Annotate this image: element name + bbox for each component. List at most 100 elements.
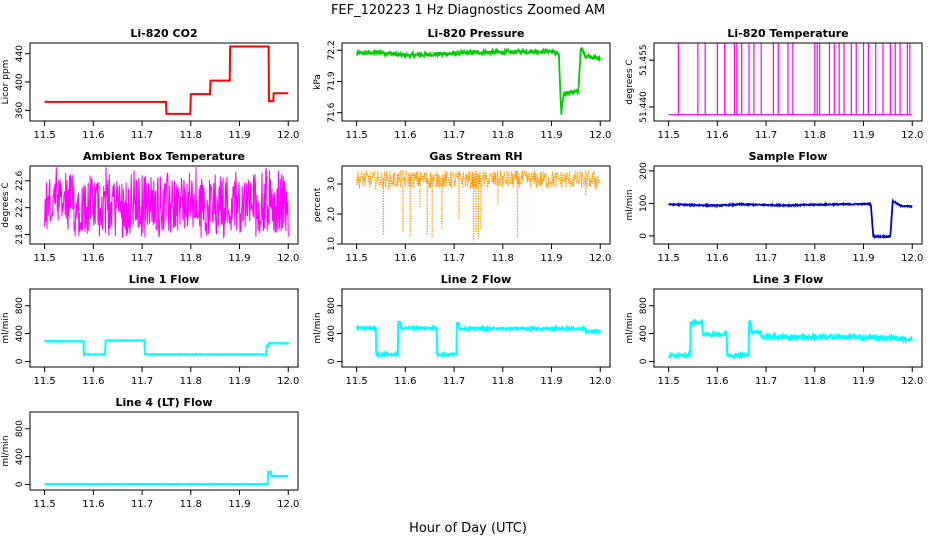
x-tick-label: 11.6 [394, 253, 416, 264]
y-tick-label: 71.9 [327, 71, 337, 91]
y-tick-label: 400 [639, 325, 649, 342]
x-tick-label: 12.0 [901, 253, 923, 264]
panel-7: Line 1 Flow ml/min 11.5 11.6 11.7 11.8 11.9 12.… [1, 273, 299, 387]
y-axis-label: ml/min [1, 312, 11, 343]
x-tick-label: 11.5 [657, 253, 679, 264]
panel-2: Li-820 Pressure kPa 11.5 11.6 11.7 11.8 11.9 12… [313, 27, 611, 141]
x-tick-label: 11.7 [443, 130, 465, 141]
y-axis-label: kPa [313, 74, 323, 90]
plot-frame [653, 165, 923, 245]
y-tick-label: 0 [639, 358, 649, 364]
y-axis-label: ml/min [625, 312, 635, 343]
y-axis-label: ml/min [1, 435, 11, 466]
panel-title: Line 3 Flow [753, 273, 823, 286]
x-tick-label: 11.8 [180, 499, 202, 510]
x-tick-label: 11.6 [394, 376, 416, 387]
plot-frame [29, 411, 299, 491]
figure-title: FEF_120223 1 Hz Diagnostics Zoomed AM [331, 3, 605, 18]
y-tick-label: 0 [15, 358, 25, 364]
y-tick-label: 1.0 [327, 237, 337, 252]
panel-title: Li-820 Temperature [727, 27, 848, 40]
x-tick-label: 11.8 [492, 130, 514, 141]
x-tick-label: 11.9 [540, 376, 562, 387]
y-tick-label: 400 [327, 325, 337, 342]
panel-title: Gas Stream RH [429, 150, 522, 163]
y-tick-label: 3.0 [327, 177, 337, 192]
series-line [355, 320, 602, 360]
x-tick-label: 11.8 [804, 376, 826, 387]
y-tick-label: 0 [15, 481, 25, 487]
panel-6: Sample Flow ml/min 11.5 11.6 11.7 11.8 11.9 12.… [625, 150, 923, 264]
series-line [44, 470, 289, 486]
y-tick-label: 72.2 [327, 40, 337, 60]
y-tick-label: 71.6 [327, 102, 337, 122]
x-tick-label: 11.6 [394, 130, 416, 141]
y-tick-label: 51.440 [639, 91, 649, 123]
panel-5: Gas Stream RH percent 11.5 11.6 11.7 11.8 11.9… [313, 150, 611, 264]
y-tick-label: 400 [15, 448, 25, 465]
x-tick-label: 11.5 [657, 376, 679, 387]
y-tick-label: 51.455 [639, 44, 649, 76]
x-tick-label: 11.9 [852, 253, 874, 264]
plot-frame [653, 42, 923, 122]
x-tick-label: 11.7 [131, 499, 153, 510]
y-axis-label: ml/min [313, 312, 323, 343]
x-tick-label: 11.9 [228, 499, 250, 510]
panel-10: Line 4 (LT) Flow ml/min 11.5 11.6 11.7 11.8 11… [1, 396, 299, 510]
x-tick-label: 11.6 [82, 130, 104, 141]
x-tick-label: 11.9 [540, 253, 562, 264]
panel-title: Line 2 Flow [441, 273, 511, 286]
x-tick-label: 11.6 [82, 253, 104, 264]
y-tick-label: 400 [15, 325, 25, 342]
plot-frame [341, 288, 611, 368]
y-tick-label: 0 [639, 233, 649, 239]
y-tick-label: 100 [639, 195, 649, 212]
panel-title: Li-820 Pressure [428, 27, 525, 40]
y-tick-label: 800 [15, 420, 25, 437]
panel-3: Li-820 Temperature degrees C 11.5 11.6 11.7 1… [625, 27, 923, 141]
x-tick-label: 12.0 [589, 130, 611, 141]
series-line [667, 318, 913, 360]
x-tick-label: 11.5 [33, 499, 55, 510]
x-tick-label: 11.7 [755, 130, 777, 141]
x-tick-label: 11.6 [82, 376, 104, 387]
y-tick-label: 800 [327, 297, 337, 314]
x-tick-label: 12.0 [589, 376, 611, 387]
panel-1: Li-820 CO2 Licor ppm 11.5 11.6 11.7 11.8 11.9 1… [1, 27, 299, 141]
panels: Li-820 CO2 Licor ppm 11.5 11.6 11.7 11.8 11.9 1… [1, 27, 923, 510]
y-tick-label: 22.2 [15, 198, 25, 218]
plot-frame [341, 165, 611, 245]
x-tick-label: 11.8 [180, 130, 202, 141]
x-tick-label: 11.8 [180, 376, 202, 387]
y-axis-label: ml/min [625, 189, 635, 220]
y-tick-label: 21.8 [15, 224, 25, 244]
panel-9: Line 3 Flow ml/min 11.5 11.6 11.7 11.8 11.9 12.… [625, 273, 923, 387]
plot-frame [653, 288, 923, 368]
x-tick-label: 11.7 [443, 376, 465, 387]
x-tick-label: 12.0 [901, 130, 923, 141]
panel-title: Ambient Box Temperature [83, 150, 245, 163]
x-tick-label: 12.0 [589, 253, 611, 264]
y-tick-label: 200 [639, 162, 649, 179]
panel-8: Line 2 Flow ml/min 11.5 11.6 11.7 11.8 11.9 12.… [313, 273, 611, 387]
x-tick-label: 11.7 [131, 130, 153, 141]
plot-frame [29, 42, 299, 122]
x-tick-label: 11.7 [755, 376, 777, 387]
series-line [44, 167, 289, 238]
x-tick-label: 11.8 [804, 253, 826, 264]
y-tick-label: 440 [15, 45, 25, 62]
panel-title: Line 4 (LT) Flow [116, 396, 213, 409]
series-line [667, 198, 913, 240]
x-tick-label: 11.5 [345, 130, 367, 141]
x-tick-label: 12.0 [277, 499, 299, 510]
x-tick-label: 11.9 [540, 130, 562, 141]
x-tick-label: 11.9 [852, 130, 874, 141]
x-tick-label: 11.7 [443, 253, 465, 264]
panel-4: Ambient Box Temperature degrees C 11.5 11.6… [1, 150, 299, 264]
x-tick-label: 11.5 [33, 130, 55, 141]
y-axis-label: degrees C [625, 59, 635, 104]
plot-frame [29, 165, 299, 245]
x-tick-label: 11.9 [228, 376, 250, 387]
y-tick-label: 360 [15, 102, 25, 119]
